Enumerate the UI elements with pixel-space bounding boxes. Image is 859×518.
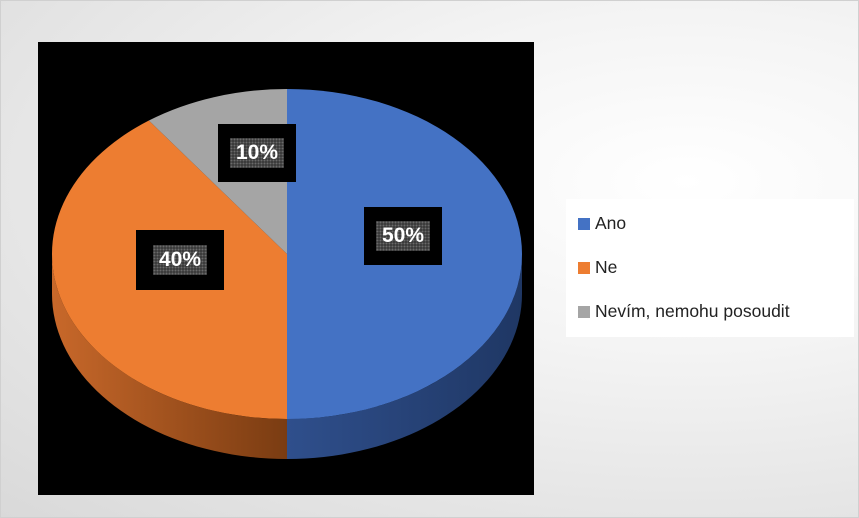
data-label-ne: 40% (136, 230, 224, 290)
legend-item-ne: Ne (578, 257, 854, 278)
legend: Ano Ne Nevím, nemohu posoudit (566, 199, 854, 337)
plot-area: 50% 40% 10% (38, 42, 534, 495)
pie-side-ano (287, 254, 522, 459)
legend-swatch-nevim (578, 305, 590, 318)
legend-label-nevim: Nevím, nemohu posoudit (595, 301, 790, 321)
legend-swatch-ne (578, 261, 590, 274)
legend-swatch-ano (578, 217, 590, 230)
data-label-nevim: 10% (218, 124, 296, 182)
legend-item-ano: Ano (578, 213, 854, 234)
legend-label-ne: Ne (595, 257, 618, 277)
pie-chart (51, 89, 522, 459)
legend-item-nevim: Nevím, nemohu posoudit (578, 301, 854, 322)
pie-side-ne (52, 254, 287, 459)
legend-label-ano: Ano (595, 213, 627, 233)
data-label-ano: 50% (364, 207, 442, 265)
pie-side-group (52, 254, 522, 459)
